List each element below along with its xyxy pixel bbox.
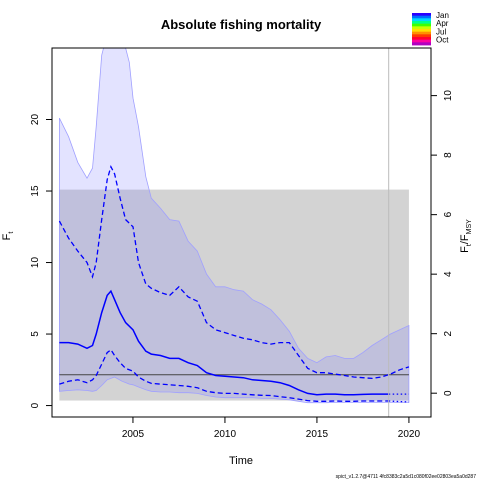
- chart-title: Absolute fishing mortality: [161, 17, 322, 32]
- y-tick-label-right: 0: [443, 390, 454, 396]
- y-axis-label-right-sub2: MSY: [466, 219, 473, 235]
- legend-label-oct: Oct: [436, 36, 449, 45]
- y-axis-label-right-main: F: [459, 246, 471, 253]
- version-footnote: spict_v1.2.7@4711 4fc8383c2a5d1c080f02ee…: [336, 474, 477, 480]
- y-axis-label-left-main: F: [1, 233, 13, 240]
- y-axis-label-left: Ft: [1, 232, 15, 241]
- legend-color-swatch: [412, 42, 431, 46]
- legend-color-swatch: [412, 29, 431, 33]
- legend-color-swatch: [412, 34, 431, 38]
- y-tick-label-right: 10: [443, 90, 454, 102]
- legend-color-swatch: [412, 15, 431, 19]
- series-line-1-solid: [59, 289, 389, 396]
- x-tick-label: 2005: [122, 429, 145, 440]
- y-tick-label-left: 10: [30, 257, 41, 269]
- plot-frame: [51, 47, 432, 418]
- legend-color-swatch: [412, 26, 431, 30]
- legend-label-apr: Apr: [436, 19, 449, 28]
- y-axis-label-right-sep: /F: [459, 234, 471, 244]
- legend-color-swatch: [412, 37, 431, 41]
- y-tick-label-right: 2: [443, 330, 454, 336]
- legend-color-swatch: [412, 21, 431, 25]
- y-tick-label-right: 8: [443, 152, 454, 158]
- legend-color-swatch: [412, 18, 431, 22]
- reference-band: [59, 189, 409, 401]
- legend-color-swatch: [412, 39, 431, 43]
- x-tick-label: 2010: [214, 429, 237, 440]
- y-tick-label-left: 0: [30, 402, 41, 408]
- y-tick-label-left: 5: [30, 331, 41, 337]
- series-line-5-dotted: [388, 400, 409, 403]
- confidence-region: [59, 48, 410, 404]
- legend-label-jan: Jan: [436, 11, 449, 20]
- legend-label-jul: Jul: [436, 27, 446, 36]
- legend-color-swatch: [412, 13, 431, 17]
- legend-color-swatch: [412, 31, 431, 35]
- y-axis-label-right: Ft/FMSY: [459, 219, 473, 253]
- y-axis-label-left-sub: t: [8, 232, 15, 234]
- x-tick-label: 2020: [398, 429, 421, 440]
- legend-color-swatch: [412, 23, 431, 27]
- y-axis-label-right-sub1: t: [466, 244, 473, 246]
- y-tick-label-right: 4: [443, 271, 454, 277]
- x-axis-label: Time: [229, 455, 253, 467]
- series-line-3-dashed: [58, 164, 410, 380]
- x-tick-label: 2015: [306, 429, 329, 440]
- y-tick-label-left: 20: [30, 114, 41, 126]
- y-tick-label-right: 6: [443, 211, 454, 217]
- y-tick-label-left: 15: [30, 185, 41, 197]
